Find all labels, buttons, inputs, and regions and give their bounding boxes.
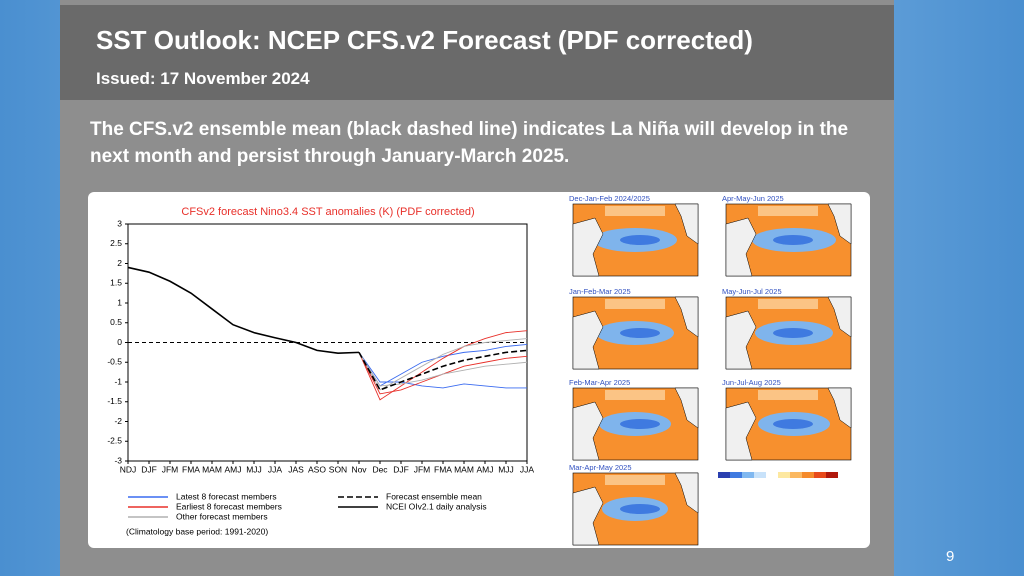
y-tick-label: -2.5: [107, 436, 122, 446]
map-white: [605, 390, 665, 400]
map-land: [572, 310, 604, 370]
map-title: Jun-Jul-Aug 2025: [722, 378, 781, 387]
map-white: [758, 299, 818, 309]
chart-title: CFSv2 forecast Nino3.4 SST anomalies (K)…: [181, 206, 474, 218]
map-cold-core: [620, 504, 660, 514]
x-tick-label: MJJ: [246, 464, 262, 474]
map-land: [725, 217, 757, 277]
map-panel: May-Jun-Jul 2025: [722, 287, 852, 370]
map-panel: Jan-Feb-Mar 2025: [569, 287, 699, 370]
colorbar: [718, 472, 838, 478]
series-line: [358, 338, 528, 391]
map-land: [674, 472, 699, 514]
map-title: Mar-Apr-May 2025: [569, 463, 632, 472]
x-tick-label: JJA: [268, 464, 283, 474]
map-panel: Feb-Mar-Apr 2025: [569, 378, 699, 461]
y-tick-label: 2: [117, 258, 122, 268]
map-land: [725, 310, 757, 370]
y-tick-label: -1: [114, 376, 122, 386]
map-title: May-Jun-Jul 2025: [722, 287, 782, 296]
page-number: 9: [946, 548, 955, 565]
map-title: Jan-Feb-Mar 2025: [569, 287, 631, 296]
map-title: Dec-Jan-Feb 2024/2025: [569, 194, 650, 203]
y-tick-label: -2: [114, 416, 122, 426]
map-land: [572, 217, 604, 277]
legend-label: Other forecast members: [176, 511, 268, 521]
note: (Climatology base period: 1991-2020): [126, 526, 268, 536]
x-tick-label: MAM: [454, 464, 474, 474]
y-tick-label: 1.5: [110, 278, 122, 288]
series-line: [358, 352, 528, 387]
map-land: [572, 486, 604, 546]
map-land: [827, 296, 852, 338]
map-land: [572, 401, 604, 461]
map-cold-core: [620, 328, 660, 338]
x-tick-label: JFM: [162, 464, 179, 474]
y-tick-label: 0.5: [110, 317, 122, 327]
map-white: [605, 475, 665, 485]
x-tick-label: FMA: [434, 464, 452, 474]
legend-label: NCEI OIv2.1 daily analysis: [386, 501, 487, 511]
map-title: Feb-Mar-Apr 2025: [569, 378, 630, 387]
series-line: [127, 266, 360, 354]
y-tick-label: 2.5: [110, 238, 122, 248]
body-text: The CFS.v2 ensemble mean (black dashed l…: [90, 119, 849, 167]
map-title: Apr-May-Jun 2025: [722, 194, 784, 203]
x-tick-label: FMA: [182, 464, 200, 474]
map-cold-core: [773, 328, 813, 338]
x-tick-label: JAS: [288, 464, 304, 474]
x-tick-label: SON: [329, 464, 347, 474]
y-tick-label: 0: [117, 337, 122, 347]
map-land: [674, 387, 699, 429]
map-panel: Apr-May-Jun 2025: [722, 194, 852, 277]
legend-label: Forecast ensemble mean: [386, 491, 482, 501]
map-panel: Mar-Apr-May 2025: [569, 463, 699, 546]
slide-title: SST Outlook: NCEP CFS.v2 Forecast (PDF c…: [96, 25, 753, 55]
x-tick-label: JFM: [414, 464, 431, 474]
y-tick-label: -3: [114, 455, 122, 465]
map-cold-core: [620, 235, 660, 245]
map-white: [605, 299, 665, 309]
x-tick-label: AMJ: [225, 464, 242, 474]
x-tick-label: NDJ: [120, 464, 137, 474]
x-tick-label: MJJ: [498, 464, 514, 474]
map-land: [827, 203, 852, 245]
x-tick-label: Nov: [351, 464, 367, 474]
map-land: [674, 203, 699, 245]
map-land: [725, 401, 757, 461]
series-line: [358, 330, 528, 401]
map-cold-core: [773, 235, 813, 245]
legend-label: Latest 8 forecast members: [176, 491, 277, 501]
map-land: [674, 296, 699, 338]
map-white: [758, 206, 818, 216]
x-tick-label: AMJ: [477, 464, 494, 474]
header: SST Outlook: NCEP CFS.v2 Forecast (PDF c…: [60, 5, 894, 100]
x-tick-label: DJF: [393, 464, 409, 474]
y-tick-label: 3: [117, 218, 122, 228]
series-line: [358, 349, 528, 391]
figure: CFSv2 forecast Nino3.4 SST anomalies (K)…: [88, 192, 870, 548]
map-white: [758, 390, 818, 400]
map-panel: Jun-Jul-Aug 2025: [722, 378, 852, 461]
legend-label: Earliest 8 forecast members: [176, 501, 282, 511]
y-tick-label: -1.5: [107, 396, 122, 406]
map-white: [605, 206, 665, 216]
x-tick-label: JJA: [520, 464, 535, 474]
slide-subtitle: Issued: 17 November 2024: [96, 69, 310, 88]
map-land: [827, 387, 852, 429]
map-cold-core: [773, 419, 813, 429]
x-tick-label: DJF: [141, 464, 157, 474]
x-tick-label: ASO: [308, 464, 326, 474]
map-panel: Dec-Jan-Feb 2024/2025: [569, 194, 699, 277]
x-tick-label: Dec: [372, 464, 388, 474]
y-tick-label: 1: [117, 297, 122, 307]
map-cold-core: [620, 419, 660, 429]
x-tick-label: MAM: [202, 464, 222, 474]
y-tick-label: -0.5: [107, 357, 122, 367]
series-line: [358, 344, 528, 387]
